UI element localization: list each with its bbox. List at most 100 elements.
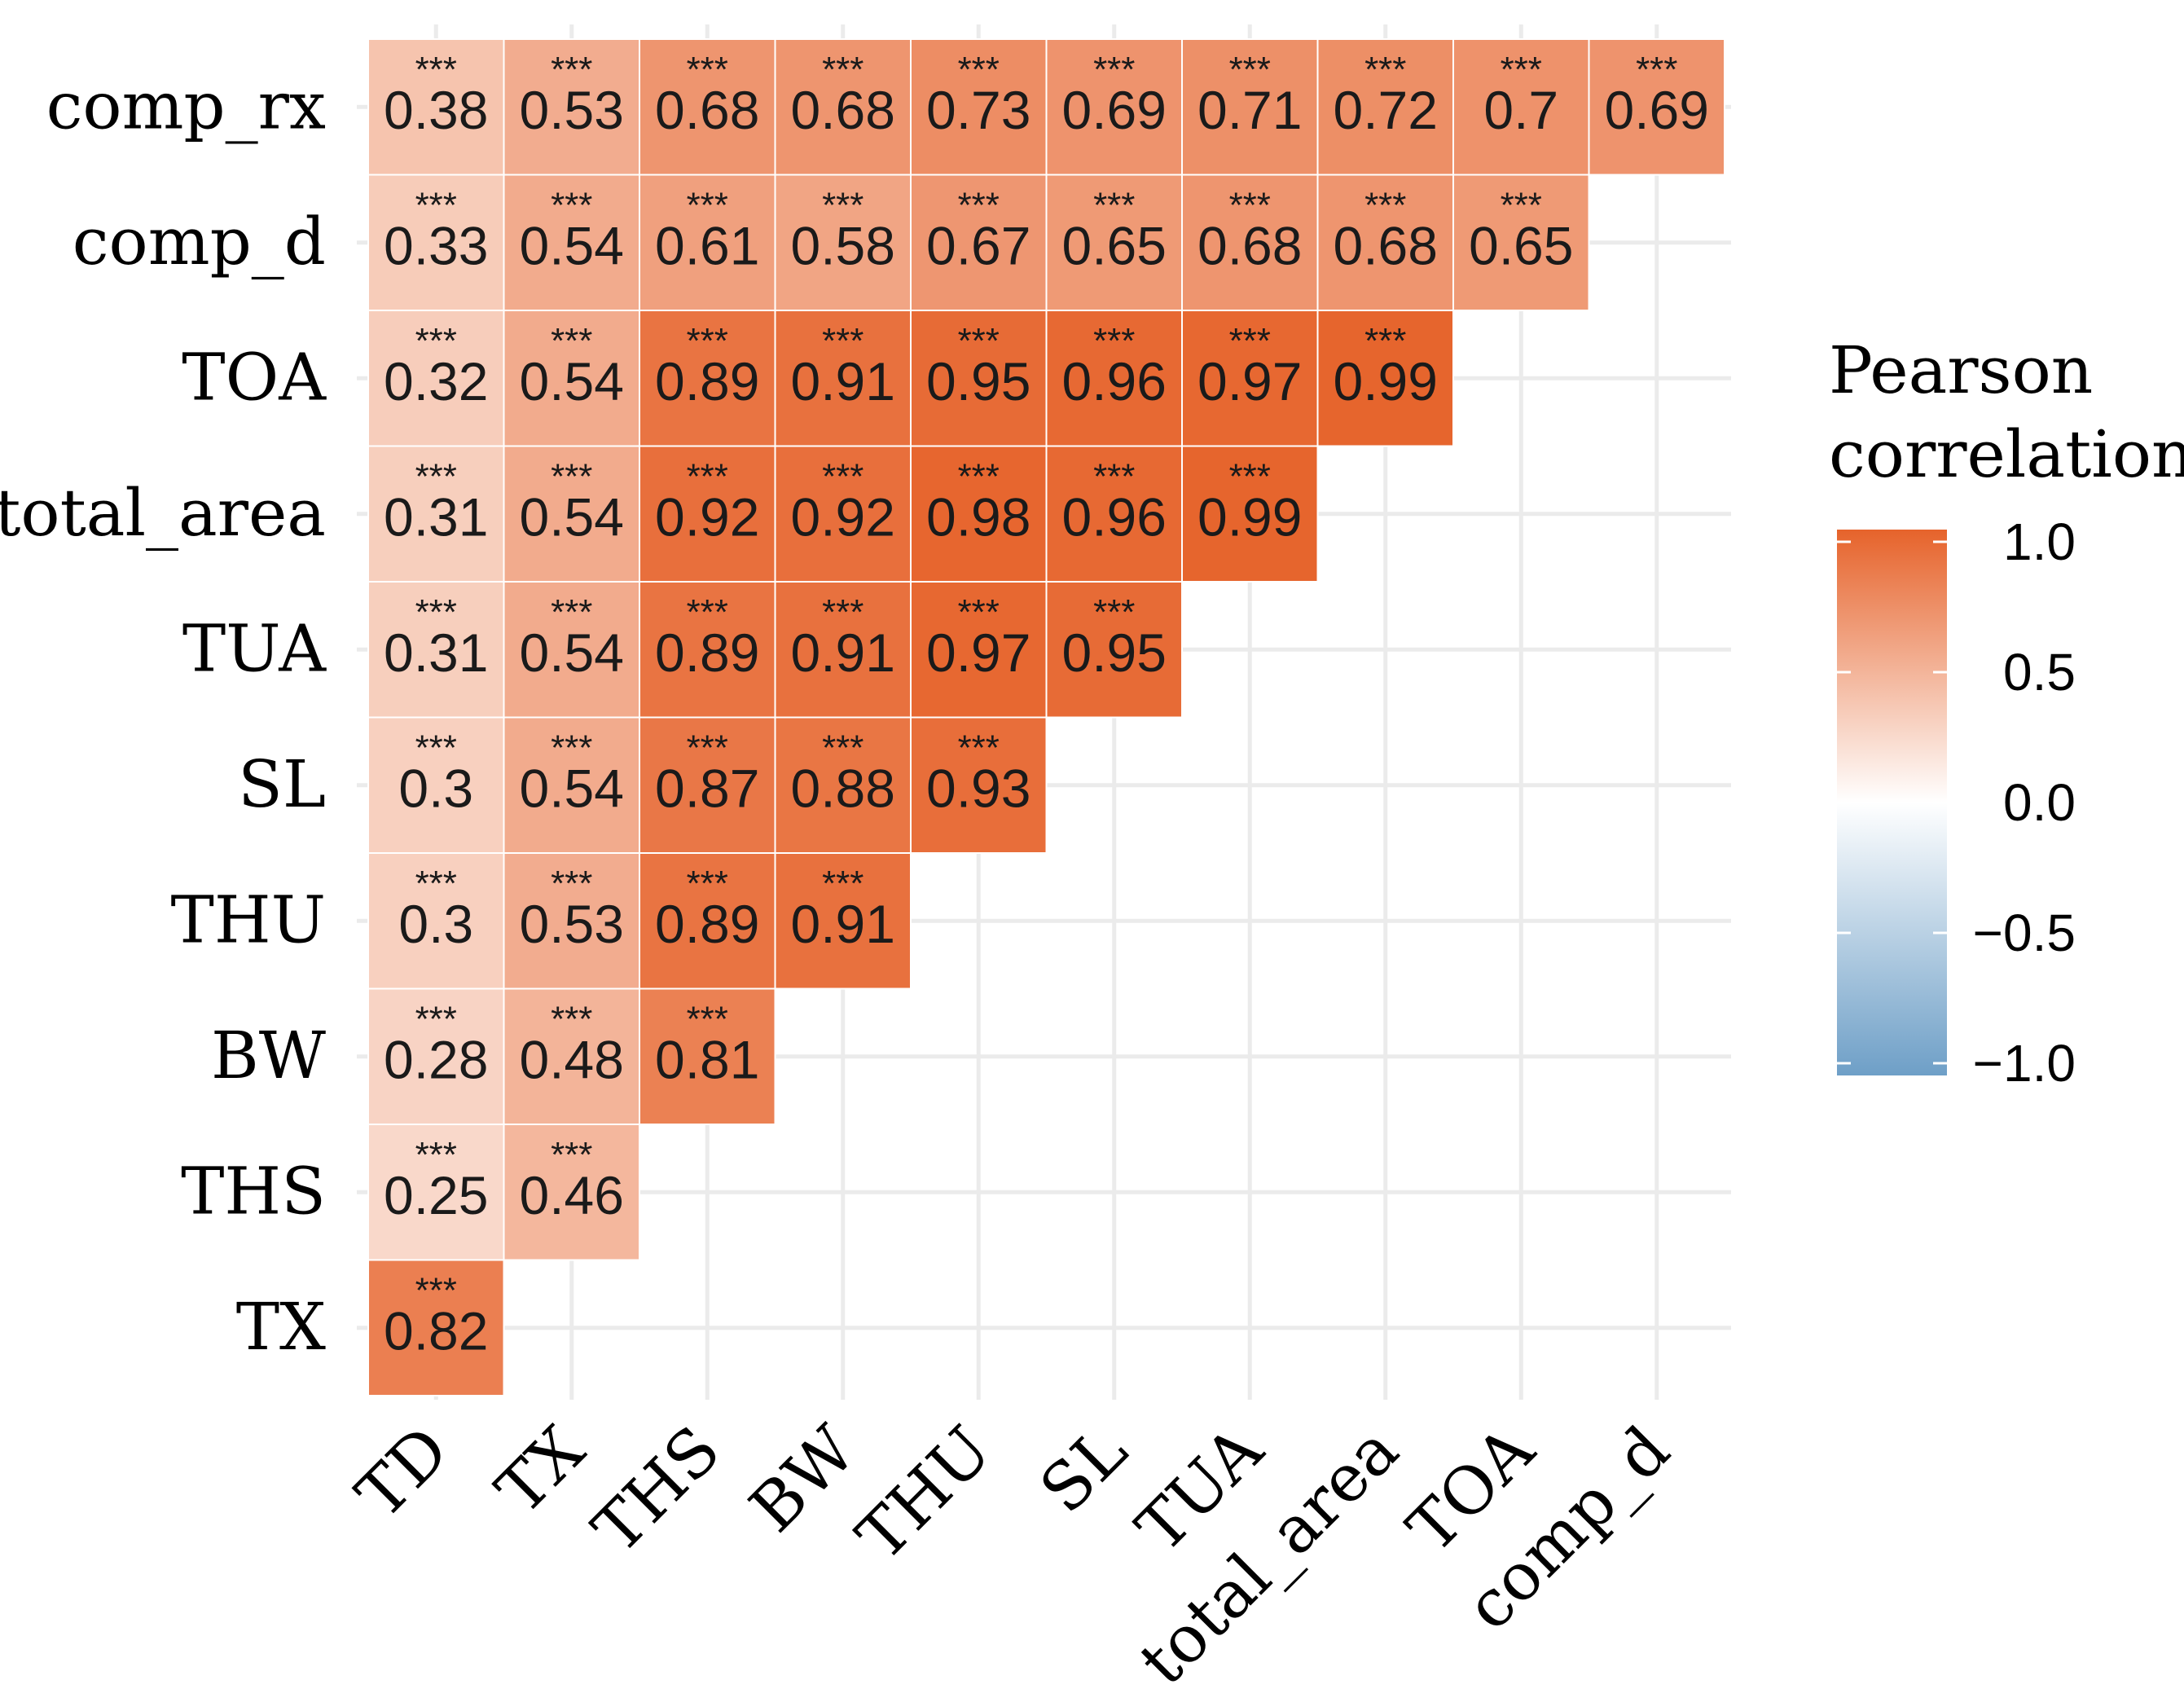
cell-rect: [774, 581, 912, 719]
cell-rect: [503, 987, 640, 1125]
y-tick-label: TUA: [182, 610, 327, 686]
heatmap-cell: ***0.89: [639, 581, 776, 719]
heatmap-cell: ***0.65: [1045, 174, 1183, 311]
heatmap-cell: ***0.91: [774, 852, 912, 990]
cell-value: 0.81: [655, 1030, 759, 1090]
cell-value: 0.99: [1334, 351, 1438, 411]
heatmap-cell: ***0.95: [910, 310, 1048, 447]
heatmap-cell: ***0.48: [503, 987, 640, 1125]
heatmap-cell: ***0.92: [639, 445, 776, 583]
cell-rect: [910, 716, 1048, 854]
cell-rect: [1181, 445, 1319, 583]
cell-rect: [1181, 310, 1319, 447]
cell-rect: [639, 987, 776, 1125]
heatmap-cell: ***0.97: [1181, 310, 1319, 447]
cell-value: 0.68: [655, 80, 759, 140]
heatmap-cell: ***0.98: [910, 445, 1048, 583]
cell-significance: ***: [1093, 186, 1135, 226]
cell-significance: ***: [415, 728, 457, 768]
heatmap-cell: ***0.72: [1316, 38, 1454, 176]
cell-value: 0.7: [1483, 80, 1558, 140]
legend-tick-label: 1.0: [2003, 512, 2076, 571]
y-tick-label: total_area: [0, 475, 326, 551]
cell-significance: ***: [415, 50, 457, 90]
legend-title-line2: correlation: [1829, 416, 2184, 492]
cell-rect: [774, 38, 912, 176]
heatmap-cell: ***0.32: [367, 310, 505, 447]
cell-rect: [910, 38, 1048, 176]
cell-value: 0.98: [926, 487, 1030, 548]
cell-significance: ***: [822, 186, 863, 226]
heatmap-cell: ***0.33: [367, 174, 505, 311]
heatmap-cell: ***0.46: [503, 1124, 640, 1261]
heatmap-cell: ***0.68: [1316, 174, 1454, 311]
heatmap-cell: ***0.89: [639, 852, 776, 990]
cell-value: 0.54: [520, 487, 624, 548]
cell-significance: ***: [1501, 186, 1542, 226]
heatmap-cell: ***0.28: [367, 987, 505, 1125]
heatmap-cell: ***0.99: [1181, 445, 1319, 583]
cell-rect: [1452, 38, 1590, 176]
heatmap-cell: ***0.68: [1181, 174, 1319, 311]
cell-rect: [639, 445, 776, 583]
heatmap-cell: ***0.53: [503, 852, 640, 990]
cell-rect: [367, 581, 505, 719]
cell-rect: [503, 38, 640, 176]
cell-significance: ***: [551, 321, 592, 361]
cell-significance: ***: [822, 457, 863, 497]
y-tick-label: BW: [211, 1018, 326, 1093]
heatmap-cell: ***0.54: [503, 581, 640, 719]
heatmap-cell: ***0.93: [910, 716, 1048, 854]
cell-rect: [774, 310, 912, 447]
cell-significance: ***: [551, 592, 592, 632]
heatmap-cell: ***0.7: [1452, 38, 1590, 176]
x-tick-label: THS: [578, 1412, 735, 1568]
cell-significance: ***: [1093, 592, 1135, 632]
cell-significance: ***: [1364, 321, 1406, 361]
cell-significance: ***: [1229, 321, 1271, 361]
cell-value: 0.91: [791, 351, 895, 411]
heatmap-cell: ***0.91: [774, 310, 912, 447]
heatmap-cell: ***0.69: [1045, 38, 1183, 176]
cell-rect: [1452, 174, 1590, 311]
cell-value: 0.91: [791, 622, 895, 683]
cell-rect: [910, 310, 1048, 447]
cell-significance: ***: [551, 1135, 592, 1175]
cell-value: 0.97: [926, 622, 1030, 683]
cell-rect: [503, 310, 640, 447]
heatmap-cell: ***0.68: [774, 38, 912, 176]
cell-significance: ***: [1364, 186, 1406, 226]
cell-rect: [639, 581, 776, 719]
heatmap-cell: ***0.54: [503, 445, 640, 583]
cell-significance: ***: [687, 592, 728, 632]
cell-value: 0.89: [655, 894, 759, 954]
cell-significance: ***: [551, 50, 592, 90]
cell-value: 0.31: [384, 622, 488, 683]
heatmap-cell: ***0.54: [503, 716, 640, 854]
y-tick-label: TX: [236, 1289, 326, 1365]
cell-value: 0.53: [520, 80, 624, 140]
y-tick-label: THS: [181, 1153, 326, 1229]
cell-value: 0.54: [520, 351, 624, 411]
cell-value: 0.65: [1062, 216, 1167, 276]
cell-value: 0.54: [520, 216, 624, 276]
cell-rect: [910, 174, 1048, 311]
heatmap-cell: ***0.89: [639, 310, 776, 447]
cell-value: 0.25: [384, 1165, 488, 1225]
cell-significance: ***: [1229, 457, 1271, 497]
cell-significance: ***: [551, 728, 592, 768]
cell-significance: ***: [958, 457, 1000, 497]
legend-colorbar: [1837, 530, 1947, 1075]
cell-value: 0.54: [520, 622, 624, 683]
y-tick-label: TOA: [182, 339, 327, 415]
cell-rect: [367, 445, 505, 583]
legend-tick-label: −0.5: [1973, 904, 2076, 962]
cell-significance: ***: [958, 592, 1000, 632]
cell-value: 0.69: [1062, 80, 1167, 140]
legend-tick-label: 0.5: [2003, 643, 2076, 701]
cell-value: 0.72: [1334, 80, 1438, 140]
cell-significance: ***: [687, 728, 728, 768]
cell-value: 0.89: [655, 351, 759, 411]
cell-rect: [1588, 38, 1725, 176]
